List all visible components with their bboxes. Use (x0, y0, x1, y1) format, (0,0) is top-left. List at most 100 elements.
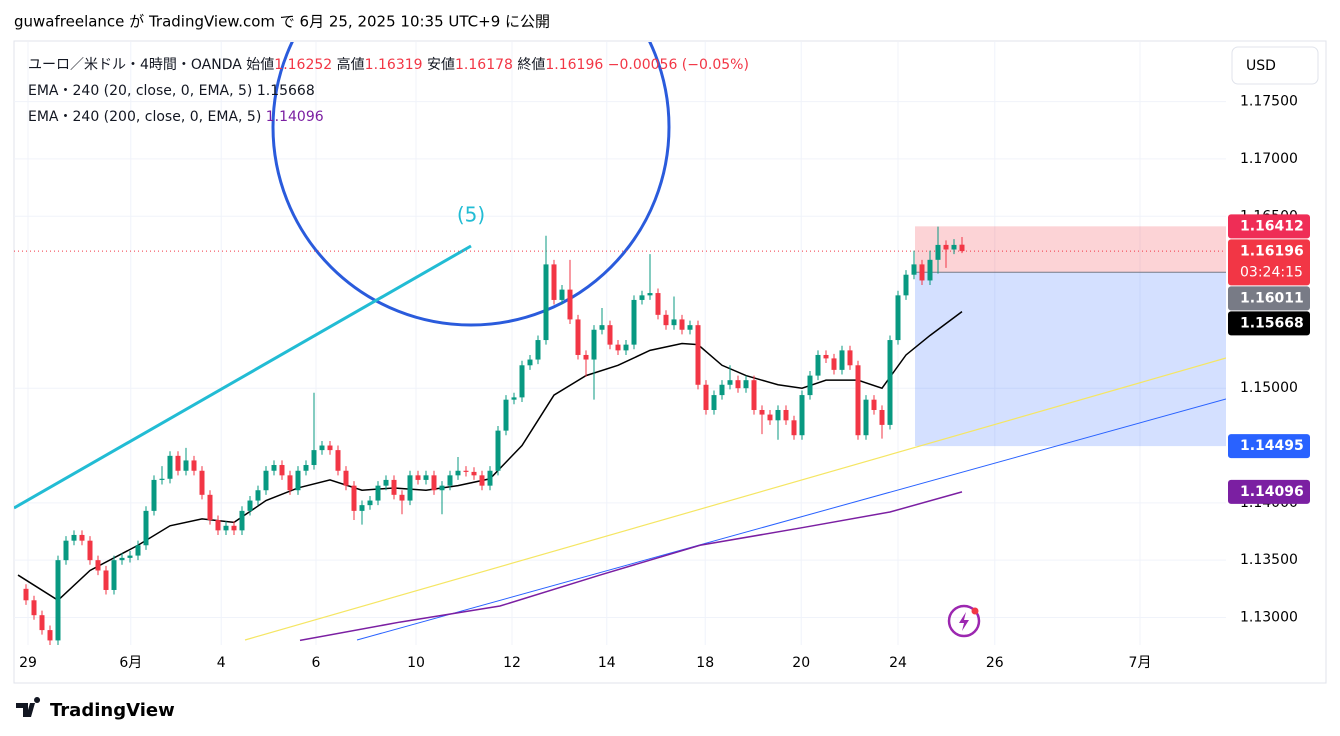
annotation: (5) (457, 203, 485, 227)
trend-line (244, 357, 1226, 641)
candle-body (935, 244, 941, 260)
ema-line (299, 491, 963, 642)
price-badge (1228, 434, 1310, 459)
candle-body (399, 494, 405, 501)
candle-body (255, 490, 261, 501)
ema-name: EMA・240 (20, close, 0, EMA, 5) (28, 83, 253, 99)
target-zone (915, 272, 1226, 447)
candle-body (367, 500, 373, 506)
candle-body (695, 325, 701, 385)
legend: ユーロ／米ドル・4時間・OANDA 始値1.16252 高値1.16319 安値… (28, 52, 749, 130)
y-tick-label: 1.13500 (1240, 552, 1298, 568)
candle-body (31, 600, 37, 616)
candle-body (423, 475, 429, 480)
candle-body (263, 470, 269, 491)
candle-body (543, 264, 549, 341)
candle-body (575, 319, 581, 355)
price-badge (1228, 286, 1310, 311)
legend-ema: EMA・240 (200, close, 0, EMA, 5) 1.14096 (28, 104, 749, 130)
plot-area: (5) (14, 42, 1226, 645)
candle-body (135, 545, 141, 556)
price-badge-label: 1.14096 (1240, 484, 1304, 500)
x-tick-label: 12 (503, 655, 521, 671)
y-tick-label: 1.17000 (1240, 151, 1298, 167)
price-badge (1228, 311, 1310, 336)
candle-body (55, 560, 61, 641)
candle-body (79, 534, 85, 541)
candle-body (447, 475, 453, 486)
ohlc-label: 高値 (336, 57, 365, 73)
legend-ohlc: ユーロ／米ドル・4時間・OANDA 始値1.16252 高値1.16319 安値… (28, 52, 749, 78)
candle-body (511, 397, 517, 400)
candle-body (831, 358, 837, 370)
candle-body (591, 329, 597, 360)
ema-line (17, 311, 963, 602)
candle-body (159, 478, 165, 480)
candle-body (927, 259, 933, 281)
candle-body (727, 380, 733, 385)
candle-body (703, 384, 709, 410)
candle-body (895, 295, 901, 341)
candle-body (471, 471, 477, 476)
candle-body (415, 475, 421, 480)
countdown: 03:24:15 (1240, 264, 1303, 280)
candle-body (183, 460, 189, 471)
candle-body (815, 354, 821, 376)
candle-body (911, 264, 917, 275)
candle-body (559, 289, 565, 300)
candle-body (47, 630, 53, 641)
candle-body (215, 520, 221, 531)
currency-button[interactable] (1231, 46, 1319, 85)
y-tick-label: 1.17500 (1240, 94, 1298, 110)
candle-body (607, 325, 613, 345)
logo-mark (16, 697, 41, 717)
legend-ema: EMA・240 (20, close, 0, EMA, 5) 1.15668 (28, 78, 749, 104)
candle-body (631, 299, 637, 345)
candle-body (583, 354, 589, 360)
candle-body (863, 399, 869, 436)
candle-body (855, 365, 861, 436)
alert-icon (947, 604, 981, 638)
price-badge-label: 1.16196 (1240, 243, 1304, 259)
candle-body (615, 344, 621, 351)
candle-body (839, 350, 845, 370)
candle-body (359, 505, 365, 511)
ohlc-label: 安値 (427, 57, 456, 73)
candle-body (775, 409, 781, 421)
candle-body (599, 325, 605, 330)
change: −0.00056 (−0.05%) (607, 57, 749, 73)
candle-body (719, 384, 725, 396)
candle-body (127, 555, 133, 558)
candle-body (751, 380, 757, 410)
circle-drawing (271, 42, 671, 327)
candle-body (271, 465, 277, 471)
x-tick-label: 6月 (119, 655, 142, 671)
candle-body (407, 475, 413, 501)
close: 1.16196 (545, 57, 604, 73)
price-badge (1228, 214, 1310, 239)
symbol: ユーロ／米ドル・4時間・OANDA (28, 57, 242, 73)
x-tick-label: 10 (407, 655, 425, 671)
ohlc-label: 始値 (246, 57, 275, 73)
candle-body (783, 409, 789, 421)
candle-body (823, 354, 829, 359)
candle-body (95, 560, 101, 571)
candle-body (455, 470, 461, 476)
candle-body (639, 295, 645, 300)
candle-body (879, 409, 885, 425)
price-badge (1228, 479, 1310, 504)
candle-body (439, 485, 445, 491)
candle-body (335, 450, 341, 471)
x-tick-label: 26 (986, 655, 1004, 671)
open: 1.16252 (274, 57, 333, 73)
x-tick-label: 20 (792, 655, 810, 671)
candle-body (671, 319, 677, 326)
x-tick-label: 6 (312, 655, 321, 671)
candle-body (119, 557, 125, 561)
price-badge (1228, 239, 1310, 286)
trend-line (14, 244, 472, 510)
candle-body (959, 244, 965, 252)
x-tick-label: 4 (217, 655, 226, 671)
header: guwafreelance が TradingView.com で 6月 25,… (14, 13, 550, 31)
